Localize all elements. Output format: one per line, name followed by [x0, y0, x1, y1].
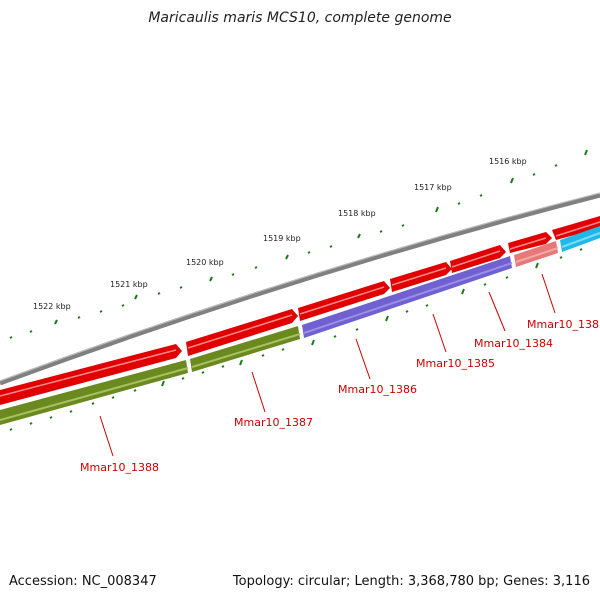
- gene-label-mmar10-1386[interactable]: Mmar10_1386: [338, 383, 417, 396]
- gene-label-mmar10-1385[interactable]: Mmar10_1385: [416, 357, 495, 370]
- gene-mmar10-1386-bar: [302, 256, 512, 338]
- reverse-genes: [0, 226, 600, 425]
- leader-mmar10-1387: [251, 371, 266, 413]
- leader-mmar10-1388: [99, 415, 114, 457]
- gene-label-mmar10-1384[interactable]: Mmar10_1384: [474, 337, 553, 350]
- outer-scale-ticks: [9, 149, 588, 339]
- leader-mmar10-1385: [432, 313, 447, 353]
- inner-scale-ticks: [9, 248, 583, 431]
- gene-extra-bar: [560, 226, 600, 252]
- gene-forward-4: [390, 262, 452, 292]
- scale-labels: 1516 kbp 1517 kbp 1518 kbp 1519 kbp 1520…: [33, 157, 527, 311]
- gene-mmar10-1387-bar: [190, 326, 300, 372]
- scale-label-1517: 1517 kbp: [414, 183, 452, 192]
- scale-label-1516: 1516 kbp: [489, 157, 527, 166]
- genome-summary-text: Topology: circular; Length: 3,368,780 bp…: [232, 574, 590, 589]
- scale-label-1519: 1519 kbp: [263, 234, 301, 243]
- gene-label-mmar10-1383[interactable]: Mmar10_1383: [527, 318, 600, 331]
- scale-label-1521: 1521 kbp: [110, 280, 148, 289]
- accession-text: Accession: NC_008347: [9, 574, 157, 589]
- gene-labels: Mmar10_1383 Mmar10_1384 Mmar10_1385 Mmar…: [80, 318, 600, 474]
- scale-label-1518: 1518 kbp: [338, 209, 376, 218]
- gene-leader-lines: [99, 273, 556, 457]
- gene-label-mmar10-1387[interactable]: Mmar10_1387: [234, 416, 313, 429]
- scale-label-1522: 1522 kbp: [33, 302, 71, 311]
- leader-mmar10-1386: [355, 338, 371, 380]
- leader-mmar10-1384: [488, 291, 506, 332]
- gene-label-mmar10-1388[interactable]: Mmar10_1388: [80, 461, 159, 474]
- gene-forward-3: [298, 281, 390, 321]
- forward-genes: [0, 216, 600, 405]
- gene-mmar10-1383-bar: [514, 241, 558, 267]
- gene-forward-2: [186, 309, 298, 356]
- gene-forward-1: [0, 344, 182, 405]
- map-title: Maricaulis maris MCS10, complete genome: [148, 10, 452, 26]
- scale-label-1520: 1520 kbp: [186, 258, 224, 267]
- gene-mmar10-1388-bar: [0, 360, 188, 425]
- backbone-circle: [0, 192, 600, 386]
- leader-mmar10-1383: [541, 273, 556, 314]
